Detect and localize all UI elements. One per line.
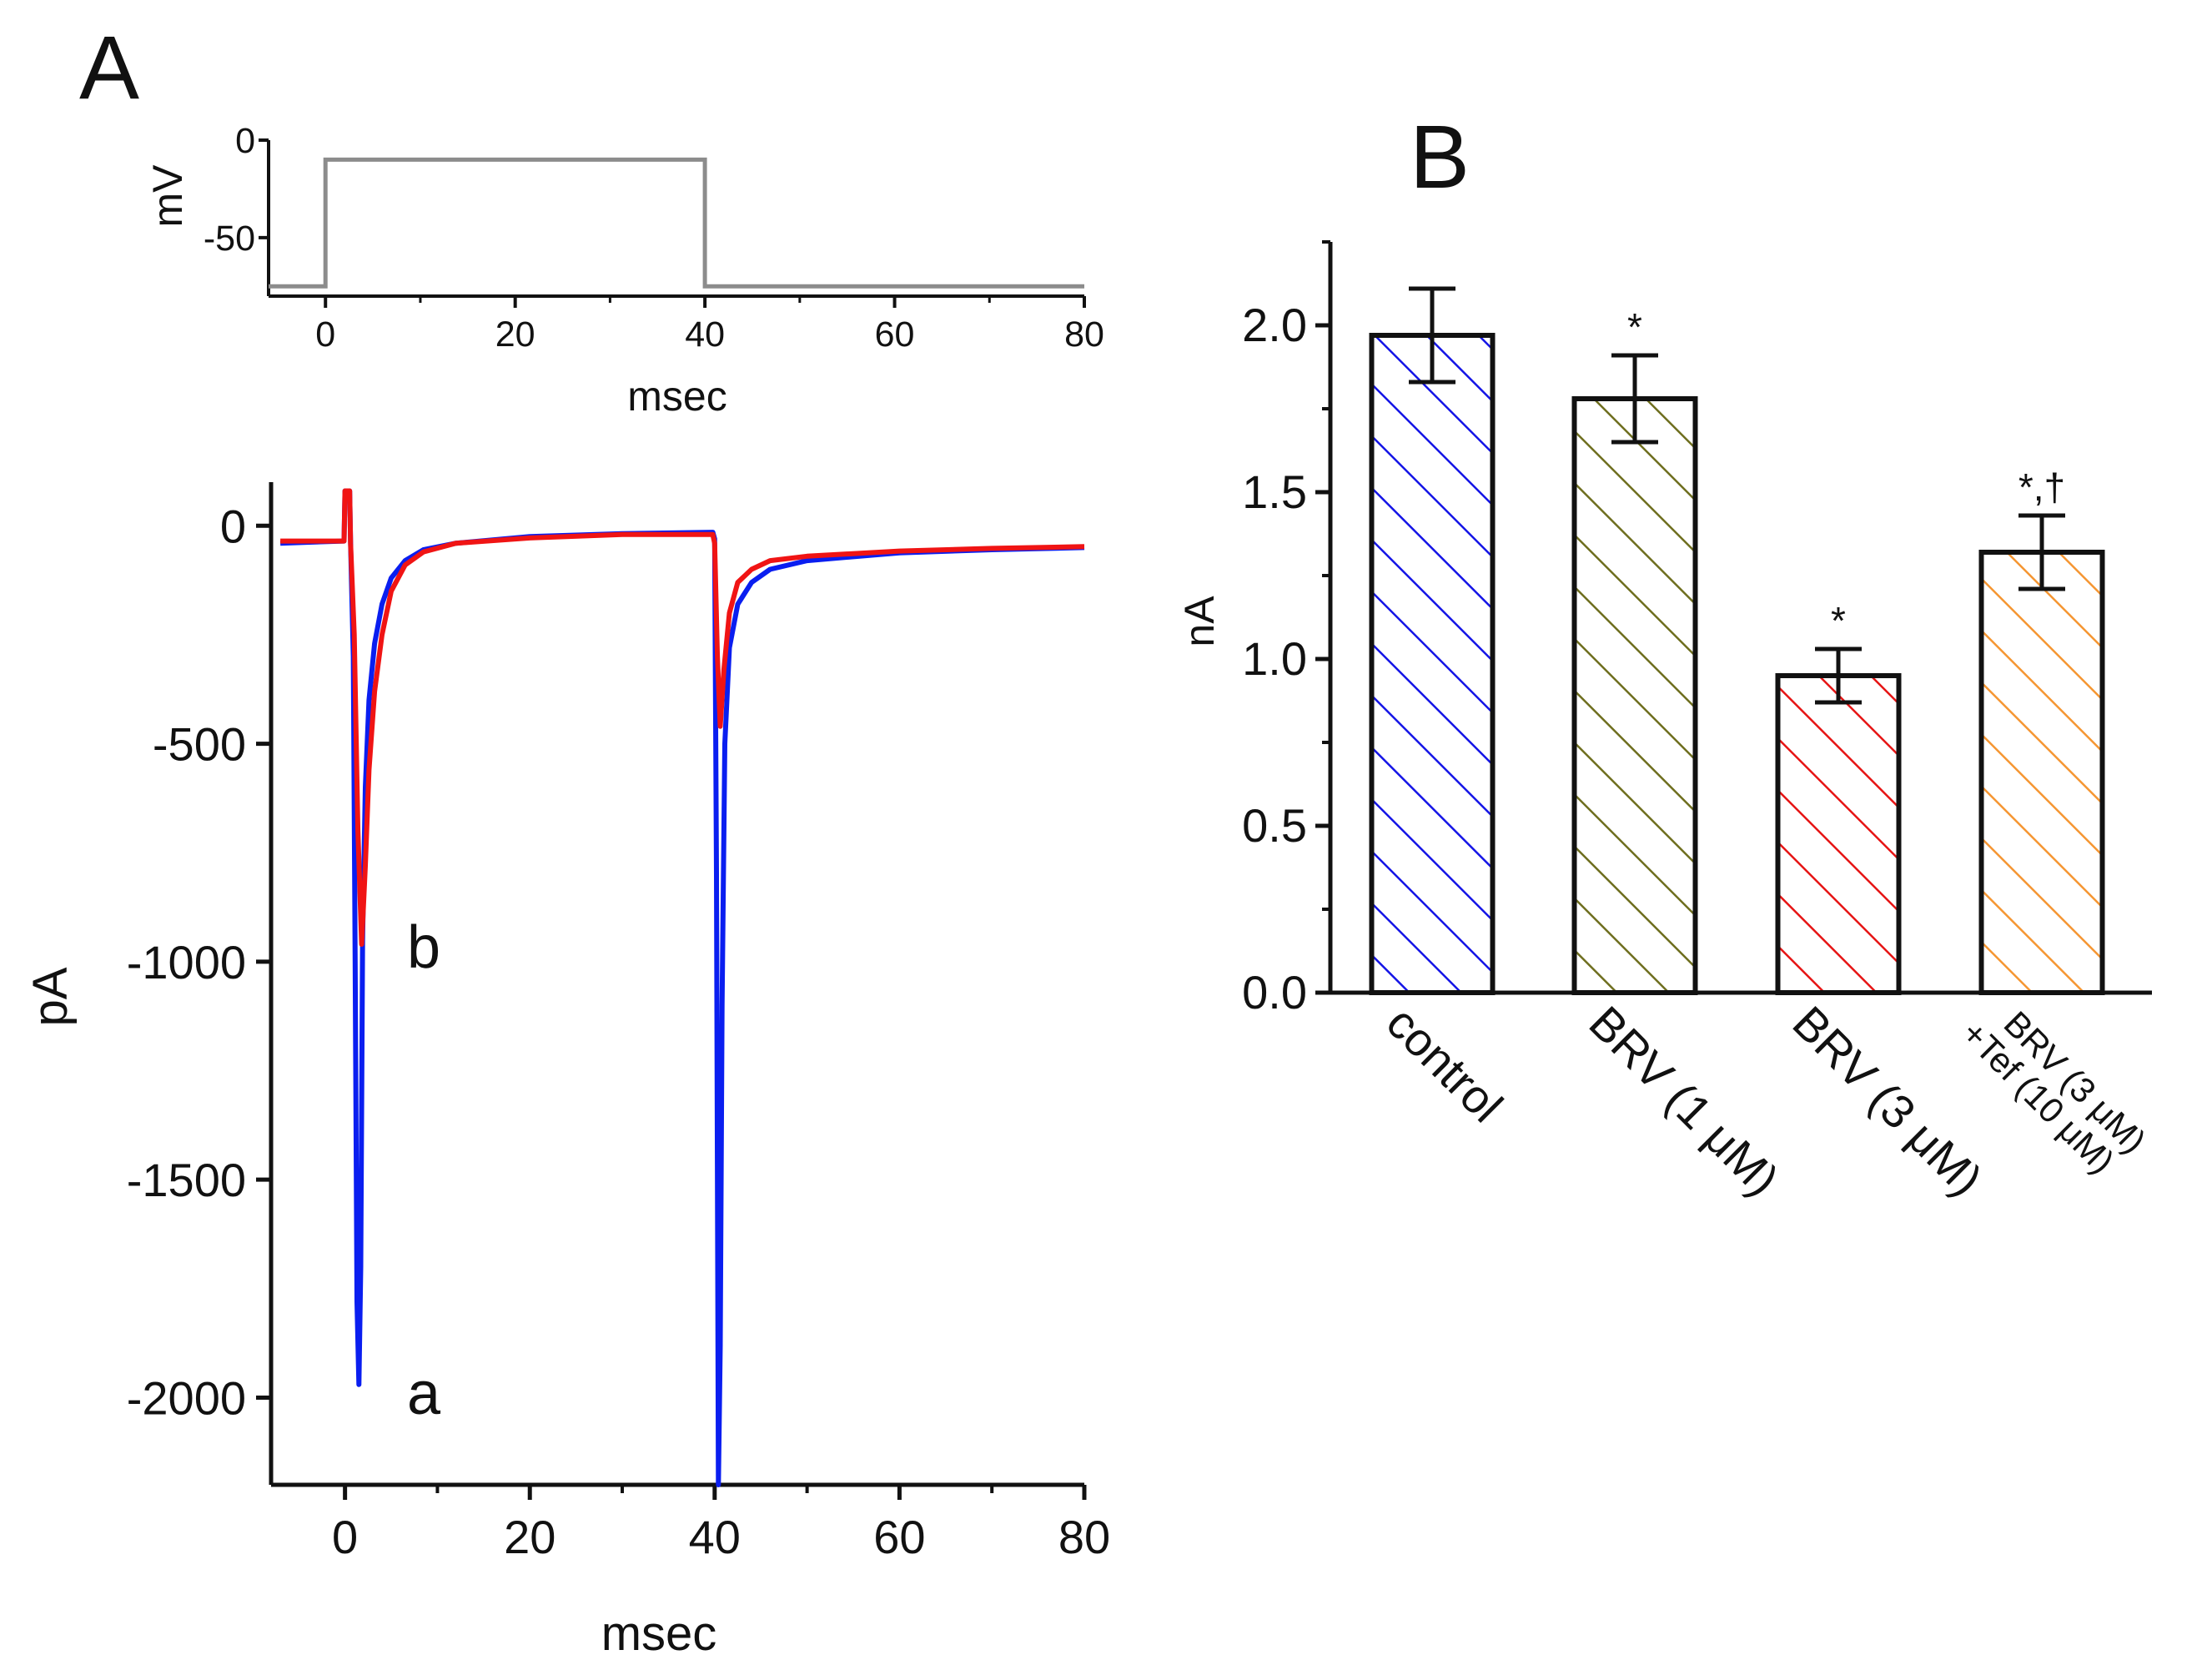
current-trace-a	[279, 488, 1085, 1487]
bar-y-tick-label: 0.0	[1242, 966, 1307, 1019]
current-y-tick-label: -1500	[127, 1154, 246, 1206]
current-y-tick-label: -1000	[127, 936, 246, 988]
panel-label-a: A	[79, 17, 139, 118]
significance-marker: *	[1627, 305, 1642, 349]
protocol-x-axis-title: msec	[627, 373, 726, 420]
bar-y-tick-label: 2.0	[1242, 299, 1307, 351]
current-x-axis-title: msec	[601, 1607, 717, 1661]
protocol-x-tick-label: 20	[495, 314, 535, 355]
current-trace-plot: msec pA b a 0 20 40 60 80 0 -500 -1000 -1500 -200…	[23, 482, 1110, 1661]
panel-label-b: B	[1410, 106, 1470, 207]
protocol-x-tick-label: 40	[685, 314, 725, 355]
current-x-tick-label: 20	[504, 1511, 556, 1563]
voltage-step-trace	[269, 157, 1084, 289]
bar-y-axis-title: nA	[1176, 596, 1223, 647]
bar-0	[1369, 333, 1496, 995]
bar-3	[1978, 550, 2105, 995]
significance-marker: *,†	[2018, 465, 2065, 509]
current-y-tick-label: 0	[220, 500, 246, 552]
trace-label-b: b	[407, 914, 440, 981]
current-y-tick-label: -500	[153, 718, 246, 771]
current-y-tick-label: -2000	[127, 1371, 246, 1424]
category-label-2: BRV (3 μM)	[1783, 996, 1993, 1205]
protocol-x-tick-label: 80	[1064, 314, 1104, 355]
category-label-0: control	[1377, 996, 1513, 1132]
protocol-y-axis-title: mV	[144, 164, 191, 228]
current-x-tick-label: 40	[689, 1511, 741, 1563]
current-y-axis-title: pA	[23, 967, 78, 1026]
current-x-tick-label: 0	[332, 1511, 358, 1563]
protocol-y-tick-label: -50	[204, 219, 255, 259]
bar-y-tick-label: 1.5	[1242, 465, 1307, 518]
category-label-1: BRV (1 μM)	[1580, 996, 1789, 1205]
protocol-y-tick-label: 0	[235, 121, 255, 161]
bar-1	[1571, 396, 1698, 995]
voltage-protocol-plot: msec mV 0 20 40 60 80 0 -50	[144, 121, 1104, 420]
protocol-x-tick-label: 60	[875, 314, 915, 355]
peak-current-bar-chart: nA 0.0 0.5 1.0 1.5 2.0 control * BRV (1 μM) * BRV…	[1176, 240, 2154, 1205]
current-x-tick-label: 60	[873, 1511, 925, 1563]
protocol-x-tick-label: 0	[315, 314, 335, 355]
trace-label-a: a	[407, 1361, 441, 1427]
significance-marker: *	[1831, 599, 1846, 642]
category-label-3: BRV (3 μM)+Tef (10 μM)	[1954, 987, 2154, 1186]
bar-y-tick-label: 1.0	[1242, 632, 1307, 685]
current-x-tick-label: 80	[1058, 1511, 1110, 1563]
bar-y-tick-label: 0.5	[1242, 799, 1307, 852]
current-trace-b	[280, 488, 1085, 947]
bar-2	[1775, 673, 1902, 995]
